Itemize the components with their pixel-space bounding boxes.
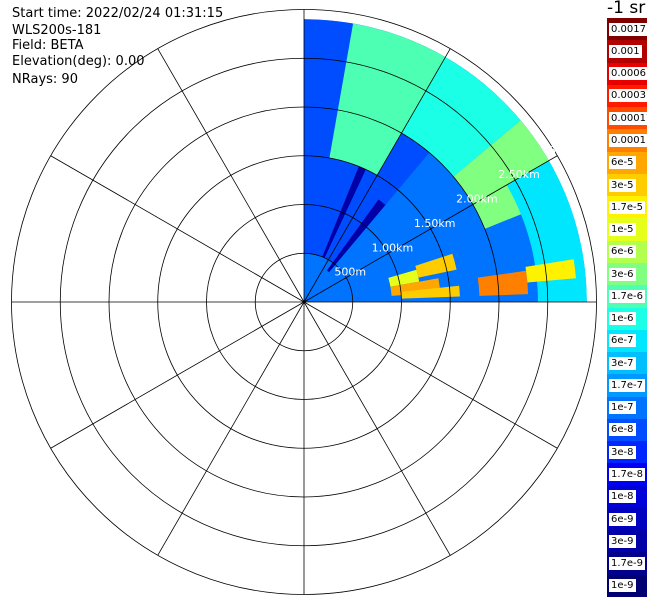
colorbar-tick-label-8: 1.7e-5: [609, 200, 646, 214]
range-ring-label-1: 1.00km: [372, 241, 414, 254]
colorbar-tick-label-5: 0.0001: [609, 133, 647, 147]
beta-region-14: [322, 166, 366, 258]
spoke-60: [303, 155, 558, 303]
range-ring-label-0: 500m: [334, 266, 366, 279]
range-ring-label-4: 2.50km: [498, 168, 540, 181]
beta-region-7: [415, 253, 457, 278]
beta-region-12: [525, 259, 576, 283]
colorbar-tick-label-25: 1e-9: [609, 579, 636, 593]
colorbar-tick-label-16: 1.7e-7: [609, 378, 646, 392]
nrays-readout: NRays: 90: [12, 72, 78, 87]
range-ring-label-3: 2.00km: [456, 193, 498, 206]
colorbar: 0.0017 0.001 0.0006 0.0003 0.00017 0.0001 6e-5…: [607, 18, 647, 598]
colorbar-tick-label-1: 0.001: [609, 44, 642, 58]
spoke-150: [303, 301, 451, 556]
colorbar-tick-label-4: 0.00017: [609, 111, 647, 125]
beta-region-2: [329, 23, 446, 176]
range-ring-label-5: 3.00: [549, 144, 574, 157]
beta-region-8: [388, 269, 420, 287]
colorbar-tick-label-11: 3e-6: [609, 267, 636, 281]
colorbar-tick-label-6: 6e-5: [609, 156, 636, 170]
beta-region-11: [400, 285, 460, 299]
field-name: Field: BETA: [12, 38, 84, 53]
start-time: Start time: 2022/02/24 01:31:15: [12, 6, 224, 21]
spoke-240: [50, 301, 305, 449]
instrument-name: WLS200s-181: [12, 23, 102, 38]
beta-region-3: [401, 57, 521, 177]
beta-region-13: [326, 199, 386, 273]
colorbar-title: -1 sr: [607, 0, 646, 18]
colorbar-tick-label-20: 1.7e-8: [609, 468, 646, 482]
colorbar-tick-label-0: 0.0017: [609, 22, 647, 36]
colorbar-tick-label-23: 3e-9: [609, 534, 636, 548]
colorbar-tick-label-22: 6e-9: [609, 512, 636, 526]
colorbar-tick-label-2: 0.0006: [609, 67, 647, 81]
colorbar-tick-label-3: 0.0003: [609, 89, 647, 103]
colorbar-tick-label-9: 1e-5: [609, 223, 636, 237]
spoke-330: [157, 48, 305, 303]
beta-region-10: [477, 270, 529, 296]
beta-region-5: [439, 210, 547, 290]
spoke-210: [157, 301, 305, 556]
colorbar-tick-label-24: 1.7e-9: [609, 557, 646, 571]
colorbar-tick-label-21: 1e-8: [609, 490, 636, 504]
colorbar-tick-label-17: 1e-7: [609, 401, 636, 415]
range-ring-label-2: 1.50km: [414, 217, 456, 230]
colorbar-tick-label-10: 6e-6: [609, 245, 636, 259]
colorbar-tick-label-18: 6e-8: [609, 423, 636, 437]
azimuth-spokes: [11, 9, 597, 595]
elevation-readout: Elevation(deg): 0.00: [12, 54, 145, 69]
colorbar-tick-label-12: 1.7e-6: [609, 289, 646, 303]
spoke-30: [303, 48, 451, 303]
colorbar-tick-label-7: 3e-5: [609, 178, 636, 192]
colorbar-tick-label-19: 3e-8: [609, 445, 636, 459]
spoke-300: [50, 155, 305, 303]
spoke-120: [303, 301, 558, 449]
colorbar-tick-label-13: 1e-6: [609, 312, 636, 326]
colorbar-tick-label-15: 3e-7: [609, 356, 636, 370]
beta-field: [304, 19, 587, 302]
colorbar-tick-label-14: 6e-7: [609, 334, 636, 348]
